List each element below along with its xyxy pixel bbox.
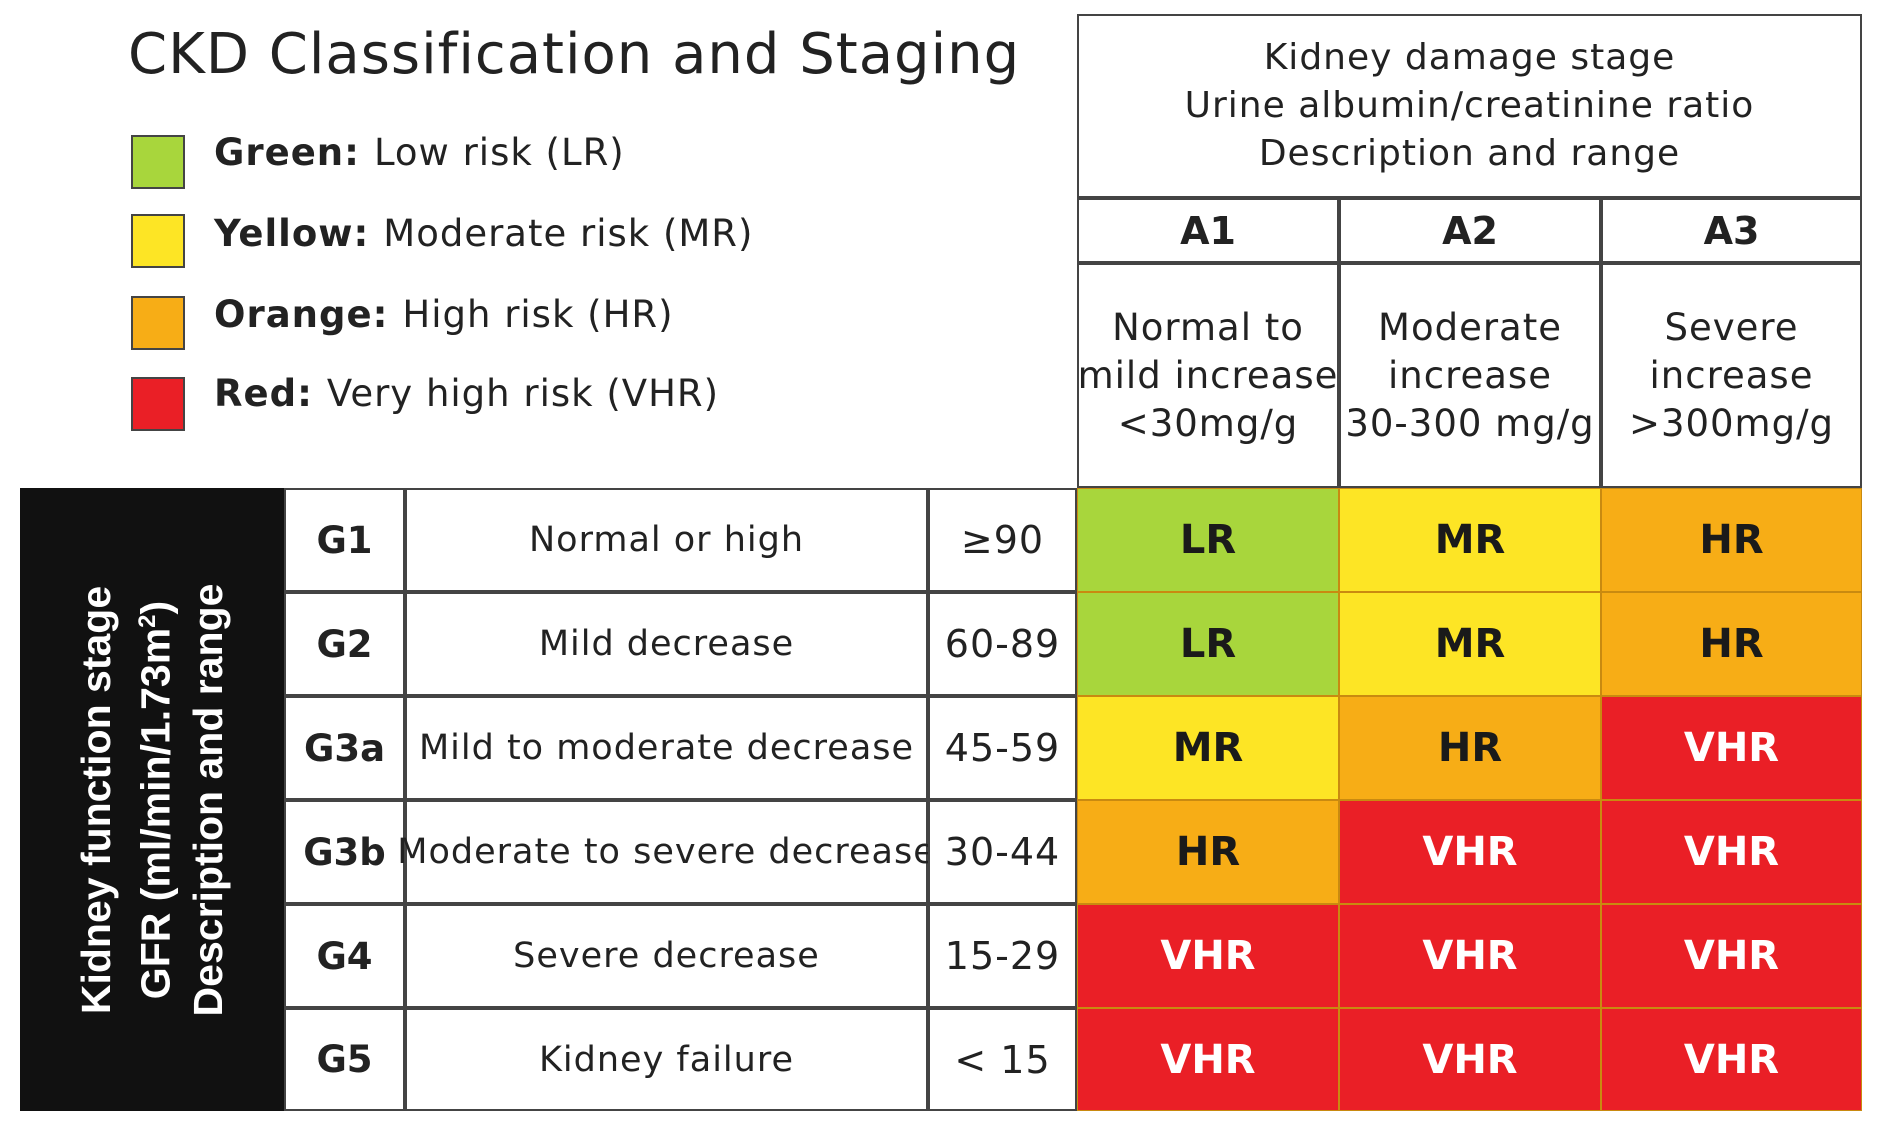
risk-cell: VHR [1601, 1008, 1862, 1111]
risk-cell: MR [1339, 488, 1601, 592]
gfr-header-panel [20, 488, 284, 1111]
risk-cell: VHR [1339, 800, 1601, 904]
gfr-desc-cell: Moderate to severe decrease [397, 800, 935, 904]
albuminuria-desc-a3: Severe increase >300mg/g [1601, 263, 1862, 488]
legend-color-name: Orange: [214, 293, 389, 336]
gfr-desc-cell: Mild decrease [405, 592, 928, 696]
albuminuria-range: >300mg/g [1628, 401, 1835, 445]
gfr-header-line2-suffix: ) [132, 600, 179, 615]
risk-cell: VHR [1077, 1008, 1339, 1111]
albuminuria-desc-line: Severe [1664, 305, 1799, 349]
legend-label-green: Green: Low risk (LR) [214, 131, 625, 174]
albuminuria-range: <30mg/g [1117, 401, 1299, 445]
gfr-desc-cell: Normal or high [405, 488, 928, 592]
albuminuria-desc-line: mild increase [1077, 353, 1339, 397]
gfr-desc-cell: Severe decrease [405, 904, 928, 1008]
albuminuria-range: 30-300 mg/g [1345, 401, 1595, 445]
legend-text: Low risk (LR) [373, 131, 625, 174]
gfr-code-cell: G2 [284, 592, 405, 696]
albuminuria-desc-line: increase [1649, 353, 1814, 397]
risk-cell: LR [1077, 592, 1339, 696]
legend-text: Moderate risk (MR) [383, 212, 754, 255]
albuminuria-header: Kidney damage stage Urine albumin/creati… [1077, 14, 1862, 198]
gfr-code-cell: G3a [284, 696, 405, 800]
gfr-code-cell: G4 [284, 904, 405, 1008]
albuminuria-desc-line: Moderate [1378, 305, 1562, 349]
gfr-range-cell: 30-44 [928, 800, 1077, 904]
gfr-header-line2-prefix: GFR (ml/min/1.73m [132, 627, 179, 1000]
albuminuria-header-line3: Description and range [1258, 133, 1681, 174]
gfr-desc-cell: Kidney failure [405, 1008, 928, 1111]
legend-color-name: Yellow: [214, 212, 370, 255]
gfr-code-cell: G3b [284, 800, 405, 904]
risk-cell: VHR [1077, 904, 1339, 1008]
legend-color-name: Green: [214, 131, 360, 174]
risk-cell: VHR [1601, 696, 1862, 800]
gfr-header-line2-sup: 2 [134, 614, 162, 628]
gfr-range-cell: 45-59 [928, 696, 1077, 800]
risk-cell: LR [1077, 488, 1339, 592]
albuminuria-desc-a2: Moderate increase 30-300 mg/g [1339, 263, 1601, 488]
legend-label-yellow: Yellow: Moderate risk (MR) [214, 212, 753, 255]
gfr-code-cell: G1 [284, 488, 405, 592]
legend-color-name: Red: [214, 372, 313, 415]
legend-text: Very high risk (VHR) [326, 372, 720, 415]
risk-cell: MR [1077, 696, 1339, 800]
legend-swatch-red [131, 377, 185, 431]
albuminuria-code-a3: A3 [1601, 198, 1862, 263]
albuminuria-header-line2: Urine albumin/creatinine ratio [1184, 85, 1755, 126]
gfr-header-line1: Kidney function stage [73, 585, 120, 1015]
legend-text: High risk (HR) [402, 293, 674, 336]
risk-cell: VHR [1339, 904, 1601, 1008]
risk-cell: VHR [1339, 1008, 1601, 1111]
gfr-range-cell: ≥90 [928, 488, 1077, 592]
gfr-header-line3: Description and range [184, 583, 231, 1017]
risk-cell: HR [1601, 488, 1862, 592]
gfr-range-cell: 60-89 [928, 592, 1077, 696]
risk-cell: HR [1601, 592, 1862, 696]
legend-label-orange: Orange: High risk (HR) [214, 293, 674, 336]
gfr-range-cell: 15-29 [928, 904, 1077, 1008]
risk-cell: VHR [1601, 904, 1862, 1008]
gfr-header-text: Kidney function stage GFR (ml/min/1.73m2… [52, 489, 252, 1112]
risk-cell: HR [1339, 696, 1601, 800]
albuminuria-code-a1: A1 [1077, 198, 1339, 263]
albuminuria-header-line1: Kidney damage stage [1263, 37, 1676, 78]
legend-swatch-yellow [131, 214, 185, 268]
albuminuria-desc-line: increase [1388, 353, 1552, 397]
risk-cell: VHR [1601, 800, 1862, 904]
gfr-desc-cell: Mild to moderate decrease [405, 696, 928, 800]
gfr-header-line2: GFR (ml/min/1.73m2) [122, 489, 182, 1112]
legend-swatch-green [131, 135, 185, 189]
gfr-range-cell: < 15 [928, 1008, 1077, 1111]
page-title: CKD Classification and Staging [128, 22, 1021, 87]
albuminuria-code-a2: A2 [1339, 198, 1601, 263]
legend-label-red: Red: Very high risk (VHR) [214, 372, 719, 415]
albuminuria-desc-line: Normal to [1112, 305, 1304, 349]
legend-swatch-orange [131, 296, 185, 350]
risk-cell: HR [1077, 800, 1339, 904]
gfr-code-cell: G5 [284, 1008, 405, 1111]
risk-cell: MR [1339, 592, 1601, 696]
albuminuria-desc-a1: Normal to mild increase <30mg/g [1077, 263, 1339, 488]
